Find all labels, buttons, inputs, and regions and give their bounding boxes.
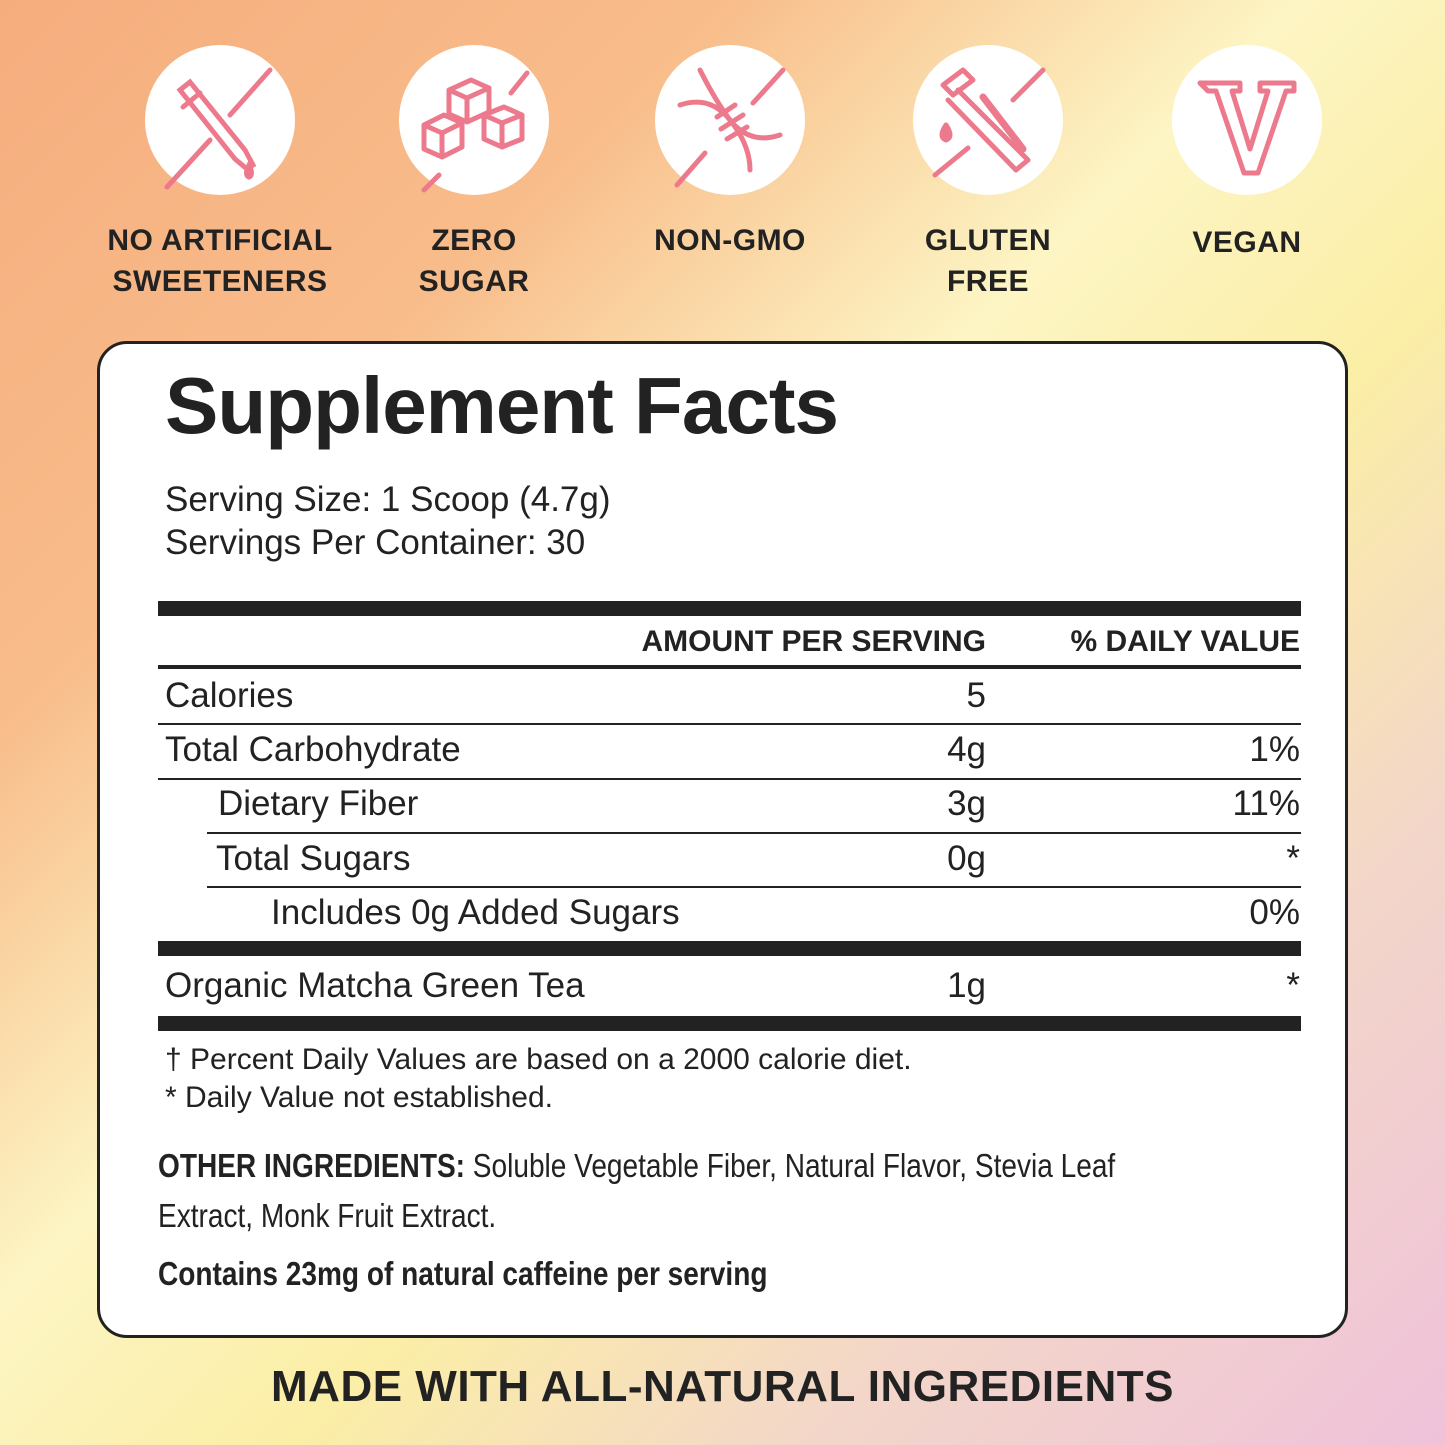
vegan-v-icon (1172, 45, 1322, 195)
footnote-daily-values: † Percent Daily Values are based on a 20… (165, 1043, 912, 1076)
row-dv: 0% (1249, 893, 1300, 932)
dna-crossed-icon (655, 45, 805, 195)
test-tube-crossed-icon (913, 45, 1063, 195)
row-name: Organic Matcha Green Tea (165, 966, 585, 1005)
tagline: MADE WITH ALL-NATURAL INGREDIENTS (271, 1362, 1174, 1411)
serving-size: Serving Size: 1 Scoop (4.7g) (165, 480, 611, 519)
header-amount: AMOUNT PER SERVING (641, 625, 987, 658)
row-dv: * (1286, 966, 1300, 1005)
row-name: Total Sugars (216, 839, 411, 878)
row-name: Includes 0g Added Sugars (271, 893, 680, 932)
row-name: Calories (165, 676, 294, 715)
row-dv: 11% (1232, 784, 1300, 823)
row-amount: 0g (947, 839, 986, 878)
row-name: Dietary Fiber (218, 784, 419, 823)
row-amount: 1g (947, 966, 986, 1005)
other-ingredients-label: OTHER INGREDIENTS: (158, 1147, 466, 1184)
sugar-cubes-crossed-icon (399, 45, 549, 195)
row-dv: * (1286, 839, 1300, 878)
badge-label: NO ARTIFICIAL SWEETENERS (107, 224, 333, 298)
badge-label: ZERO SUGAR (418, 224, 530, 298)
divider (158, 665, 1301, 669)
divider (207, 832, 1301, 834)
other-ingredients-text-2: Extract, Monk Fruit Extract. (158, 1197, 497, 1234)
footnote-not-established: * Daily Value not established. (165, 1081, 554, 1114)
caffeine-note: Contains 23mg of natural caffeine per se… (158, 1255, 768, 1292)
divider (158, 723, 1301, 725)
row-amount: 3g (947, 784, 986, 823)
supplement-facts-panel (97, 341, 1348, 1338)
badge-label: VEGAN (1192, 226, 1302, 259)
facts-title: Supplement Facts (165, 361, 839, 450)
badge-label: NON-GMO (654, 224, 806, 257)
dropper-crossed-icon (145, 45, 295, 195)
thick-divider (158, 1016, 1301, 1031)
other-ingredients: OTHER INGREDIENTS: Soluble Vegetable Fib… (158, 1147, 1115, 1185)
thick-divider (158, 941, 1301, 956)
row-name: Total Carbohydrate (165, 730, 461, 769)
row-amount: 4g (947, 730, 986, 769)
thick-divider (158, 601, 1301, 616)
badge-label: GLUTEN FREE (924, 224, 1052, 298)
header-daily-value: % DAILY VALUE (1070, 625, 1301, 658)
divider (158, 778, 1301, 780)
other-ingredients-text: Soluble Vegetable Fiber, Natural Flavor,… (465, 1147, 1116, 1184)
divider (207, 886, 1301, 888)
row-amount: 5 (966, 676, 986, 715)
row-dv: 1% (1249, 730, 1300, 769)
servings-per-container: Servings Per Container: 30 (165, 523, 586, 562)
